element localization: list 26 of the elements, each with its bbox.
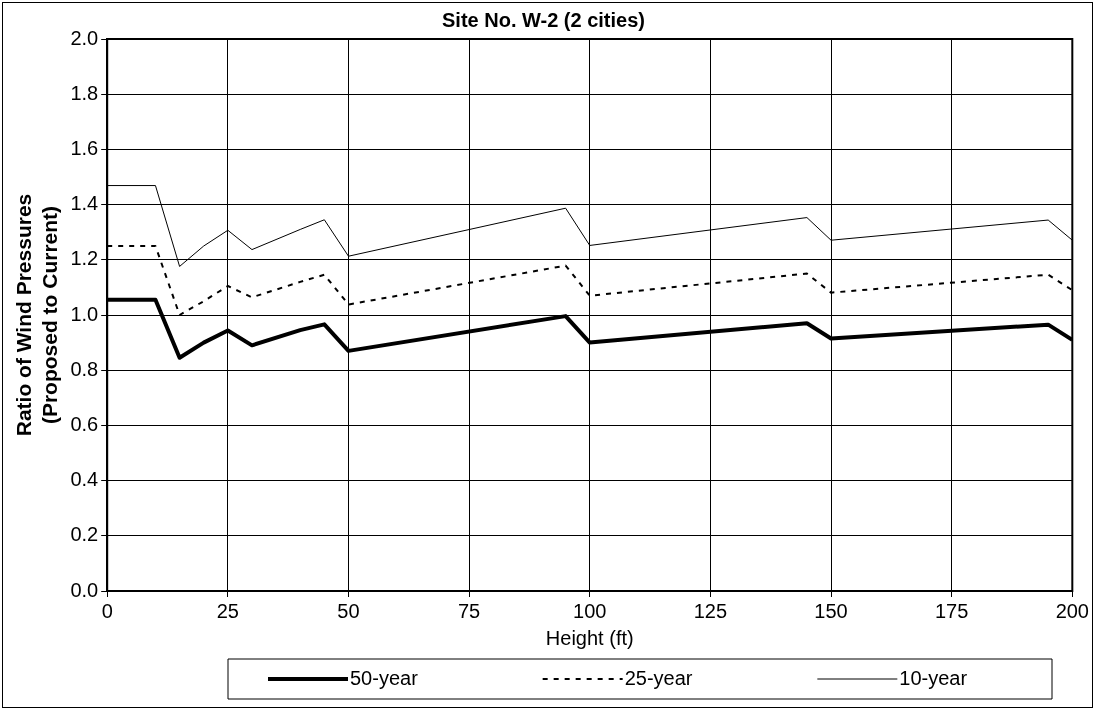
y-tick-label: 0.8 — [70, 357, 99, 380]
legend-label: 50-year — [350, 666, 419, 689]
y-tick-label: 0.4 — [70, 468, 99, 491]
y-tick-label: 1.4 — [70, 192, 99, 215]
legend-label: 25-year — [624, 666, 693, 689]
x-tick-label: 125 — [693, 599, 728, 622]
y-tick-label: 1.2 — [70, 247, 99, 270]
y-tick-label: 0.2 — [70, 523, 99, 546]
y-tick-label: 0.0 — [70, 578, 99, 601]
y-tick-label: 1.6 — [70, 136, 99, 159]
x-tick-label: 175 — [934, 599, 969, 622]
x-tick-label: 50 — [337, 599, 360, 622]
x-tick-label: 150 — [814, 599, 848, 622]
x-tick-label: 200 — [1055, 599, 1089, 622]
x-tick-label: 100 — [573, 599, 607, 622]
y-tick-label: 1.0 — [70, 302, 99, 325]
x-axis-title: Height (ft) — [545, 626, 634, 649]
y-tick-label: 0.6 — [70, 412, 99, 435]
y-axis-title: Ratio of Wind Pressures (Proposed to Current) — [12, 193, 61, 437]
y-tick-label: 2.0 — [70, 26, 99, 49]
x-tick-label: 25 — [216, 599, 239, 622]
x-tick-label: 0 — [101, 599, 113, 622]
x-tick-label: 75 — [457, 599, 481, 622]
legend-label: 10-year — [899, 666, 968, 689]
chart-title: Site No. W-2 (2 cities) — [442, 8, 645, 31]
y-tick-label: 1.8 — [70, 81, 99, 104]
